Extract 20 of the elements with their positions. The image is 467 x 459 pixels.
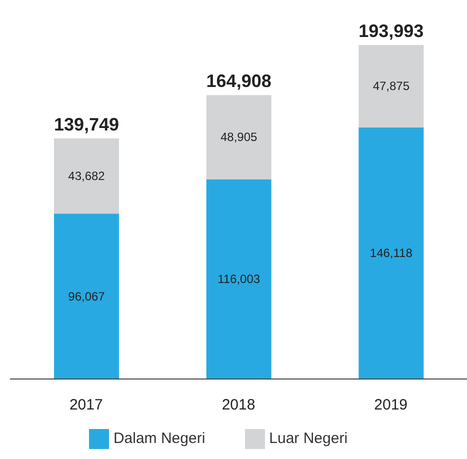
- data-label: 146,118: [370, 246, 413, 260]
- bar: [206, 95, 272, 180]
- total-label: 193,993: [358, 21, 424, 41]
- legend-label: Luar Negeri: [269, 430, 348, 447]
- bar: [358, 45, 424, 128]
- data-label: 116,003: [218, 272, 260, 286]
- legend-label: Dalam Negeri: [113, 430, 206, 447]
- data-label: 43,682: [68, 168, 106, 183]
- total-label: 139,749: [54, 114, 120, 134]
- bar: [54, 138, 119, 214]
- data-label: 96,067: [68, 289, 106, 304]
- x-tick-label: 2017: [69, 396, 103, 414]
- x-tick-label: 2019: [374, 396, 408, 414]
- data-label: 47,875: [372, 79, 410, 94]
- bar: [358, 127, 424, 379]
- data-label: 48,905: [220, 130, 258, 144]
- total-label: 164,908: [206, 71, 272, 92]
- bar: [54, 214, 119, 379]
- bar: [206, 179, 272, 379]
- x-tick-label: 2018: [222, 396, 256, 414]
